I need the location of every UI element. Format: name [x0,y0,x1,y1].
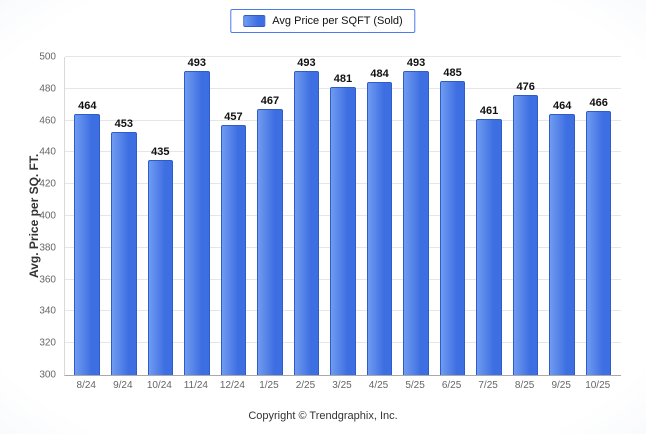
bar-value-label: 464 [78,100,97,113]
bar-value-label: 457 [224,111,243,124]
x-tick-label: 9/24 [113,380,133,391]
x-tick-label: 1/25 [259,380,279,391]
bar-slot: 461 [471,57,508,375]
x-tick-label: 12/24 [219,380,245,391]
plot-area: 464 453 435 493 457 467 493 481 484 493 485 461 476 4… [64,56,621,376]
y-tick-label: 360 [39,274,56,286]
bar [512,95,539,375]
bar-slot: 493 [179,57,216,375]
y-tick-label: 500 [39,51,56,63]
x-tick-label: 5/25 [405,380,425,391]
bar-slot: 464 [544,57,581,375]
bars: 464 453 435 493 457 467 493 481 484 493 485 461 476 4… [65,57,621,375]
bar-slot: 493 [288,57,325,375]
bar-slot: 485 [434,57,471,375]
x-tick-label: 7/25 [478,380,498,391]
legend-swatch-icon [243,15,266,27]
bar-value-label: 484 [370,68,389,81]
gridline [65,56,621,57]
x-tick-label: 9/25 [551,380,571,391]
bar-slot: 453 [106,57,143,375]
bar-slot: 484 [361,57,398,375]
bar [476,119,502,375]
y-tick-label: 400 [39,210,56,222]
bar-slot: 435 [142,57,179,375]
x-tick-label: 8/24 [76,380,96,391]
x-tick-label: 4/25 [368,380,389,391]
bar-value-label: 466 [589,97,608,110]
y-tick-label: 480 [39,83,56,95]
x-tick-label: 10/25 [585,380,611,391]
bar-value-label: 493 [187,57,207,69]
bar [147,160,174,375]
bar-slot: 481 [325,57,362,375]
legend-label: Avg Price per SQFT (Sold) [272,15,403,27]
bar-value-label: 464 [552,100,572,113]
bar [330,87,356,375]
y-axis: 300 320 340 360 380 400 420 440 460 480 500 [0,52,60,381]
legend: Avg Price per SQFT (Sold) [230,9,416,33]
footer-copyright: Copyright © Trendgraphix, Inc. [248,410,398,422]
bar-value-label: 461 [479,105,499,118]
y-tick-label: 460 [39,115,56,127]
bar [366,82,393,375]
bar-value-label: 485 [443,66,462,79]
bar-value-label: 481 [333,73,353,86]
bar [585,111,612,375]
x-tick-label: 6/25 [441,380,462,391]
y-tick-label: 420 [39,178,56,190]
x-tick-label: 11/24 [183,380,208,391]
y-tick-label: 340 [39,305,56,317]
x-tick-label: 10/24 [146,380,172,391]
y-tick-label: 440 [39,146,56,158]
bar-value-label: 476 [516,81,535,94]
bar [257,109,283,375]
bar-slot: 464 [69,57,106,375]
y-tick-label: 320 [39,337,56,349]
x-axis: 8/24 9/24 10/24 11/24 12/24 1/25 2/25 3/25 4/25 5… [64,380,620,391]
bar [403,71,429,375]
x-tick-label: 8/25 [514,380,535,391]
bar-value-label: 493 [297,57,316,69]
bar-slot: 466 [580,57,617,375]
bar [549,114,575,375]
bar [74,114,101,375]
bar-slot: 493 [398,57,435,375]
bar-slot: 467 [252,57,289,375]
bar [111,131,137,375]
bar-value-label: 467 [260,95,280,108]
bar [220,125,247,375]
x-tick-label: 3/25 [332,380,352,391]
x-tick-label: 2/25 [295,380,316,391]
bar-value-label: 493 [406,57,426,69]
bar-value-label: 435 [151,146,170,159]
y-tick-label: 300 [39,369,56,381]
y-tick-label: 380 [39,242,56,254]
bar-value-label: 453 [114,117,133,130]
bar-slot: 457 [215,57,252,375]
bar [184,71,210,375]
bar-slot: 476 [507,57,544,375]
bar [293,71,320,375]
bar [439,80,466,375]
